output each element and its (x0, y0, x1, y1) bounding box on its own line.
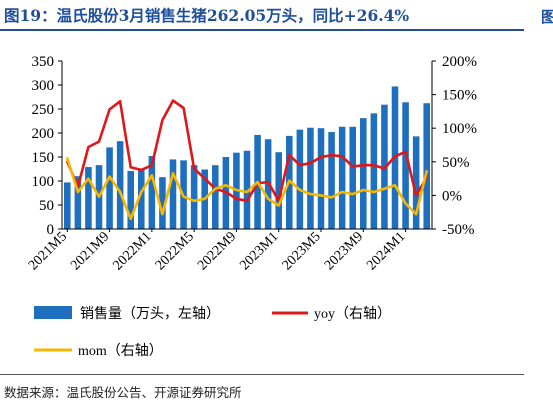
bar (138, 169, 145, 229)
x-tick-label: 2024M1 (364, 229, 408, 273)
bar (328, 132, 335, 229)
bar (85, 167, 92, 229)
bar (423, 103, 430, 229)
right-tick-label: 100% (442, 121, 477, 137)
left-tick-label: 200 (32, 126, 55, 142)
x-tick-label: 2023M1 (237, 229, 281, 273)
x-tick-label: 2022M9 (195, 229, 239, 273)
x-axis-ticks: 2021M52021M92022M12022M52022M92023M12023… (26, 229, 408, 273)
left-tick-label: 0 (47, 222, 55, 238)
bar (370, 113, 378, 229)
legend-swatch-bar (34, 306, 72, 319)
bar (349, 126, 356, 229)
bar (360, 118, 367, 229)
bar (190, 165, 198, 229)
legend-label-sales: 销售量（万头，左轴） (80, 306, 220, 322)
legend: 销售量（万头，左轴） yoy（右轴） mom（右轴） (34, 306, 391, 359)
title-rule (0, 29, 524, 31)
x-tick-label: 2022M5 (153, 229, 197, 273)
bar (116, 141, 124, 229)
source-rule (0, 374, 524, 375)
right-tick-label: 0% (442, 188, 462, 204)
chart: 0 50 100 150 200 250 300 350 -50% 0% 50% 100% 150% 2… (26, 54, 477, 359)
adjacent-figure-fragment: 图 (541, 8, 553, 26)
line-yoy (66, 99, 429, 203)
right-tick-label: 200% (442, 54, 477, 70)
left-tick-label: 350 (32, 54, 55, 70)
left-tick-label: 300 (32, 78, 55, 94)
left-axis-ticks: 0 50 100 150 200 250 300 350 (32, 54, 62, 238)
bar (106, 147, 113, 229)
left-tick-label: 50 (39, 198, 54, 214)
x-tick-label: 2023M5 (280, 229, 324, 273)
line-mom (66, 157, 429, 221)
left-tick-label: 150 (32, 150, 55, 166)
legend-label-mom: mom（右轴） (78, 343, 163, 359)
bar (169, 159, 177, 229)
bar (74, 176, 82, 229)
chart-title: 图19：温氏股份3月销售生猪262.05万头，同比+26.4% (4, 6, 410, 25)
bar (243, 150, 251, 229)
bar (159, 177, 166, 229)
line-series (66, 99, 429, 221)
bar (127, 170, 134, 229)
bar (412, 136, 420, 229)
bar (212, 165, 219, 229)
right-tick-label: 150% (442, 88, 477, 104)
bar (148, 156, 156, 229)
bar (402, 102, 409, 229)
source-note: 数据来源：温氏股份公告、开源证券研究所 (4, 385, 242, 400)
left-tick-label: 100 (32, 174, 55, 190)
bar (307, 127, 314, 229)
left-tick-label: 250 (32, 102, 55, 118)
bar (296, 129, 304, 229)
bar (317, 128, 325, 229)
bar (64, 182, 71, 229)
bar (338, 126, 346, 229)
right-tick-label: 50% (442, 155, 470, 171)
bar-series (64, 86, 430, 229)
x-tick-label: 2021M9 (68, 229, 112, 273)
right-tick-label: -50% (442, 222, 475, 238)
axes (61, 61, 433, 230)
x-tick-label: 2022M1 (111, 229, 155, 273)
x-tick-label: 2023M9 (322, 229, 366, 273)
right-axis-ticks: -50% 0% 50% 100% 150% 200% (432, 54, 477, 238)
legend-label-yoy: yoy（右轴） (314, 306, 391, 322)
bar (275, 152, 282, 229)
